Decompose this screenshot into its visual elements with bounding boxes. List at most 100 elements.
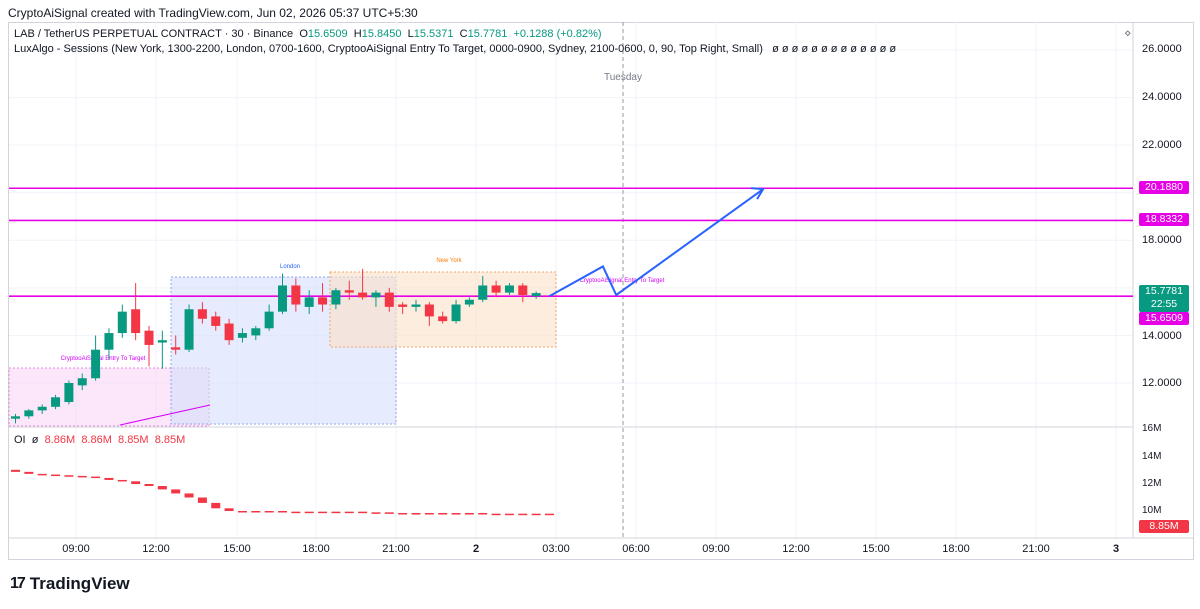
oi-value-tag: 8.85M (1139, 520, 1189, 533)
symbol-legend[interactable]: LAB / TetherUS PERPETUAL CONTRACT · 30 ·… (14, 28, 602, 40)
tradingview-brand: TradingView (29, 574, 130, 593)
oi-value-1: 8.86M (44, 434, 76, 446)
candle-body (64, 383, 74, 403)
indicator-legend[interactable]: LuxAlgo - Sessions (New York, 1300-2200,… (14, 43, 896, 55)
price-tick: 24.0000 (1142, 91, 1182, 103)
time-tick: 06:00 (622, 543, 650, 555)
low-value: 15.5371 (413, 28, 454, 40)
session-entry-left-label: CryptooAiSignal Entry To Target (61, 356, 146, 362)
oi-value-3: 8.85M (118, 434, 149, 446)
candle-body (518, 285, 528, 295)
time-tick: 12:00 (142, 543, 170, 555)
oi-bar (251, 511, 261, 513)
oi-bar (384, 512, 394, 514)
oi-legend[interactable]: OI ø 8.86M 8.86M 8.85M 8.85M (14, 434, 185, 446)
session-newyork-label: New York (436, 258, 462, 264)
projection-arrow (549, 187, 765, 298)
oi-bar (11, 469, 20, 472)
oi-bar (531, 513, 541, 516)
session-entry-right-label: CryptooAiSignal Entry To Target (580, 278, 665, 284)
open-price-tag: 15.6509 (1139, 312, 1189, 325)
oi-bar (504, 513, 514, 516)
candle-body (237, 333, 247, 338)
time-tick: 21:00 (382, 543, 410, 555)
candles (11, 268, 541, 424)
close-value: 15.7781 (467, 28, 508, 40)
oi-bar (291, 511, 301, 514)
time-tick: 12:00 (782, 543, 810, 555)
oi-bar (318, 511, 328, 514)
candle-body (464, 299, 474, 305)
candle-body (398, 304, 408, 307)
oi-bar (278, 511, 287, 513)
candle-body (251, 328, 261, 336)
oi-bar (144, 484, 154, 487)
candle-body (131, 309, 141, 334)
oi-bar (545, 513, 554, 516)
settings-icon[interactable]: ⋄ (1124, 26, 1132, 40)
oi-bar (371, 512, 381, 514)
candle-body (504, 285, 514, 293)
candle-body (157, 340, 167, 343)
session-london-label: London (280, 264, 300, 270)
change-value: +0.1288 (+0.82%) (513, 28, 602, 40)
candle-body (37, 406, 47, 411)
time-tick: 09:00 (702, 543, 730, 555)
oi-bar (491, 513, 501, 516)
indicator-values: ø ø ø ø ø ø ø ø ø ø ø ø ø (772, 43, 897, 55)
oi-bar (131, 481, 141, 484)
chart-frame (8, 22, 1194, 560)
candle-body (91, 349, 101, 379)
day-label: Tuesday (604, 72, 642, 83)
oi-bar (331, 511, 341, 514)
oi-tick: 10M (1142, 505, 1162, 516)
target1-price-tag: 20.1880 (1139, 181, 1189, 194)
candle-body (224, 323, 234, 341)
tradingview-logo-icon: 17 (10, 575, 26, 592)
oi-bar (117, 479, 127, 482)
current-price: 15.7781 (1145, 285, 1183, 297)
high-value: 15.8450 (361, 28, 402, 40)
candle-body (104, 333, 114, 350)
oi-bar (358, 511, 368, 514)
oi-bar (104, 477, 114, 480)
oi-bar (77, 475, 87, 478)
target2-price-tag: 18.8332 (1139, 213, 1189, 226)
time-tick: 21:00 (1022, 543, 1050, 555)
oi-tick: 16M (1142, 423, 1162, 434)
tradingview-logo[interactable]: 17 TradingView (10, 574, 130, 594)
oi-bar (264, 511, 274, 513)
candle-body (451, 304, 461, 322)
price-tick: 22.0000 (1142, 139, 1182, 151)
candle-body (344, 290, 354, 293)
candle-body (197, 309, 207, 319)
time-tick: 15:00 (862, 543, 890, 555)
candle-body (77, 378, 87, 386)
candle-body (24, 410, 34, 417)
oi-value-4: 8.85M (154, 434, 186, 446)
oi-bar (157, 486, 167, 490)
oi-bar (211, 502, 221, 509)
projection-path (549, 188, 764, 298)
candle-body (331, 290, 341, 305)
bar-countdown: 22:55 (1150, 298, 1178, 310)
oi-title: OI (14, 434, 26, 446)
open-value: 15.6509 (307, 28, 348, 40)
oi-series (11, 469, 554, 516)
indicator-title: LuxAlgo - Sessions (New York, 1300-2200,… (14, 43, 763, 55)
candle-body (171, 347, 181, 350)
oi-bar (224, 508, 234, 511)
oi-bar (197, 497, 207, 503)
oi-value-2: 8.86M (81, 434, 112, 446)
oi-bar (478, 513, 488, 515)
current-price-tag: 15.7781 22:55 (1139, 285, 1189, 312)
time-tick: 09:00 (62, 543, 90, 555)
oi-bar (24, 471, 34, 474)
price-tick: 26.0000 (1142, 43, 1182, 55)
candle-body (11, 416, 20, 419)
oi-bar (438, 513, 448, 515)
oi-bar (184, 493, 194, 498)
time-tick: 3 (1112, 543, 1120, 555)
oi-bar (398, 513, 408, 515)
